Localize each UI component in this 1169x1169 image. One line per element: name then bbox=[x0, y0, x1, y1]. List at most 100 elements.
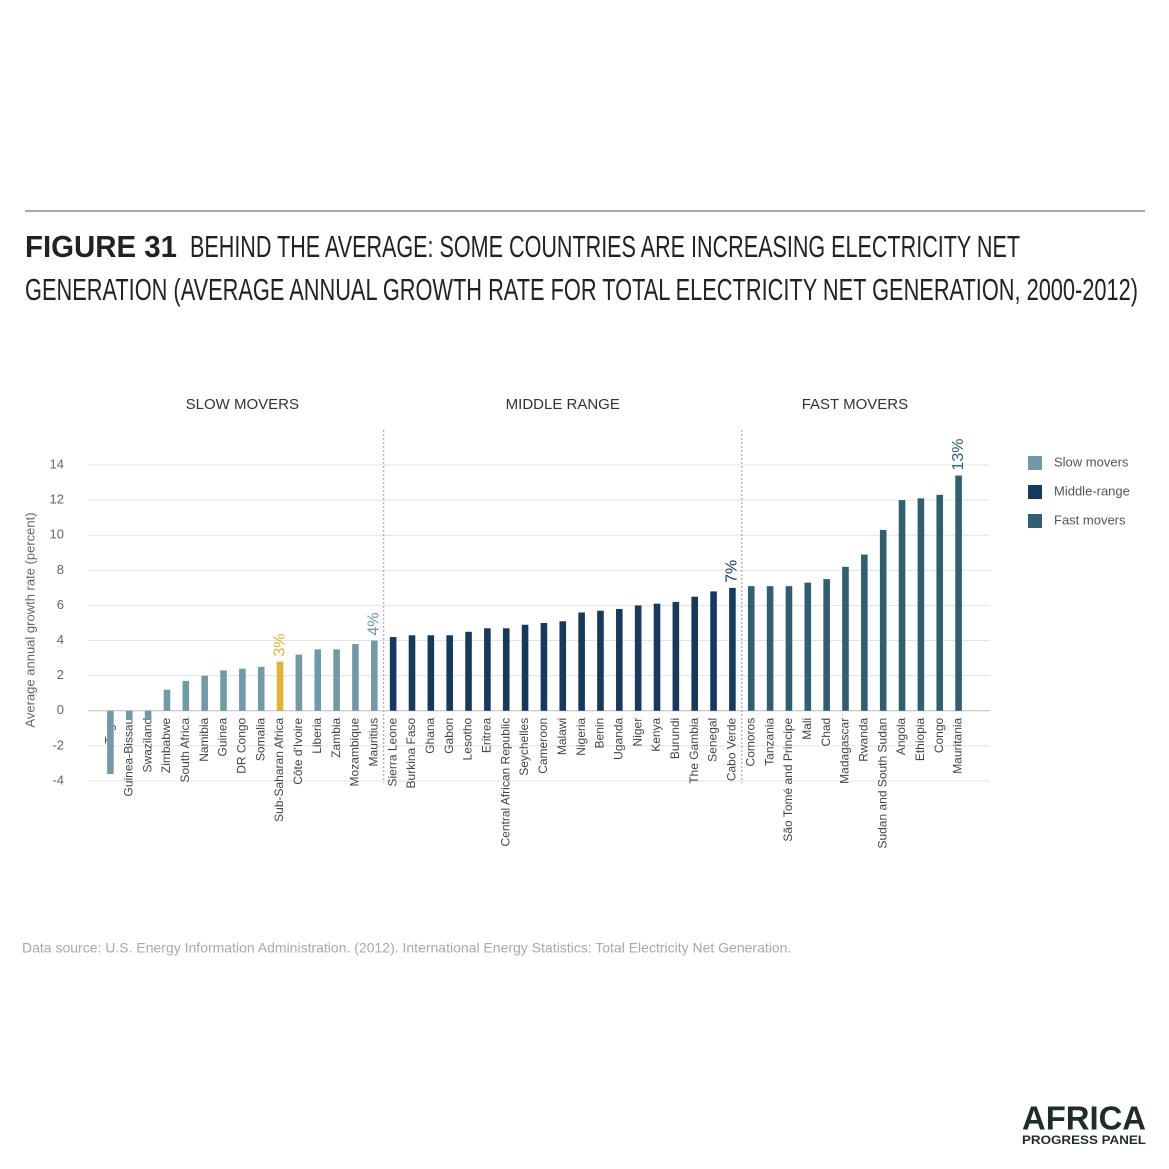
bar bbox=[559, 621, 567, 711]
bar bbox=[521, 624, 529, 711]
bar bbox=[107, 710, 114, 774]
x-tick-label: Burundi bbox=[668, 718, 682, 759]
x-tick-label: Nigeria bbox=[574, 717, 588, 755]
x-tick-label: Seychelles bbox=[517, 718, 531, 776]
bar bbox=[540, 623, 548, 711]
bar bbox=[710, 591, 717, 711]
bar bbox=[408, 635, 416, 711]
x-tick-label: Congo bbox=[932, 717, 946, 753]
x-tick-label: Gabon bbox=[442, 718, 456, 754]
x-tick-label: Mozambique bbox=[348, 717, 362, 786]
logo-subtext: PROGRESS PANEL bbox=[1022, 1133, 1146, 1147]
bar bbox=[653, 603, 661, 711]
bar bbox=[389, 637, 397, 711]
bar bbox=[936, 494, 944, 711]
bar bbox=[578, 612, 585, 711]
bar bbox=[898, 500, 906, 711]
x-tick-label: Lesotho bbox=[461, 717, 475, 760]
bar bbox=[352, 644, 359, 711]
bar bbox=[182, 680, 190, 711]
x-tick-label: Sudan and South Sudan bbox=[875, 718, 889, 849]
value-label: 7% bbox=[724, 560, 741, 583]
y-tick-label: 10 bbox=[50, 527, 64, 542]
bar bbox=[766, 586, 774, 711]
x-tick-label: Senegal bbox=[706, 718, 720, 762]
x-tick-label: Tanzania bbox=[762, 717, 776, 765]
bar bbox=[427, 635, 435, 711]
x-tick-label: Benin bbox=[593, 718, 607, 749]
bar bbox=[861, 554, 868, 711]
y-axis-label: Average annual growth rate (percent) bbox=[22, 512, 37, 727]
value-label: 13% bbox=[950, 439, 967, 471]
bar bbox=[465, 631, 472, 711]
section-title: FAST MOVERS bbox=[802, 396, 908, 413]
bar bbox=[220, 670, 227, 711]
x-tick-label: Kenya bbox=[649, 717, 663, 751]
bar bbox=[823, 579, 830, 711]
source-note: Data source: U.S. Energy Information Adm… bbox=[22, 940, 791, 956]
bar bbox=[842, 566, 849, 711]
y-tick-label: 4 bbox=[57, 632, 64, 647]
bar bbox=[484, 628, 491, 711]
bar bbox=[804, 582, 812, 711]
x-tick-label: Cameroon bbox=[536, 718, 550, 774]
bar bbox=[729, 587, 736, 711]
x-tick-label: Angola bbox=[894, 717, 908, 755]
x-tick-label: Rwanda bbox=[857, 717, 871, 761]
bar bbox=[634, 605, 642, 711]
x-tick-label: Eritrea bbox=[480, 717, 494, 753]
x-tick-label: Ethiopia bbox=[913, 717, 927, 761]
bar bbox=[597, 610, 604, 711]
bar bbox=[295, 654, 303, 711]
x-tick-label: São Tomé and Principe bbox=[781, 717, 795, 841]
title-line: BEHIND THE AVERAGE: SOME COUNTRIES ARE I… bbox=[190, 229, 1020, 264]
y-tick-label: 6 bbox=[57, 597, 64, 612]
x-tick-label: The Gambia bbox=[687, 717, 701, 783]
bar bbox=[879, 529, 887, 711]
logo-text: AFRICA bbox=[1022, 1100, 1146, 1137]
x-tick-label: DR Congo bbox=[235, 717, 249, 773]
value-label: 3% bbox=[271, 633, 288, 656]
x-tick-label: Central African Republic bbox=[498, 718, 512, 847]
bar bbox=[314, 649, 322, 711]
y-tick-label: 12 bbox=[50, 492, 64, 507]
x-tick-label: South Africa bbox=[178, 717, 192, 782]
x-tick-label: Somalia bbox=[253, 717, 267, 761]
bar bbox=[125, 710, 133, 720]
x-tick-label: Sub-Saharan Africa bbox=[272, 717, 286, 821]
section-title: MIDDLE RANGE bbox=[506, 396, 620, 413]
bar bbox=[257, 666, 265, 711]
bar bbox=[276, 661, 284, 711]
bar bbox=[691, 596, 699, 711]
x-tick-label: Côte d'Ivoire bbox=[291, 717, 305, 784]
x-tick-label: Mauritius bbox=[366, 718, 380, 767]
legend-swatch bbox=[1028, 456, 1042, 470]
x-tick-label: Zimbabwe bbox=[159, 717, 173, 773]
bar bbox=[747, 586, 755, 711]
section-title: SLOW MOVERS bbox=[186, 396, 299, 413]
bar bbox=[502, 628, 510, 711]
bar bbox=[144, 710, 152, 720]
value-label: 4% bbox=[366, 612, 383, 635]
x-tick-label: Madagascar bbox=[838, 718, 852, 784]
legend-label: Middle-range bbox=[1054, 483, 1130, 498]
bar bbox=[163, 689, 171, 711]
bar bbox=[446, 635, 453, 711]
y-tick-label: 0 bbox=[57, 702, 64, 717]
bar bbox=[917, 498, 925, 711]
bar bbox=[239, 668, 246, 711]
legend-label: Slow movers bbox=[1054, 454, 1129, 469]
y-tick-label: -4 bbox=[52, 772, 64, 787]
x-tick-label: Guinea-Bissau bbox=[121, 718, 135, 797]
bar bbox=[672, 601, 680, 711]
y-tick-label: 2 bbox=[57, 667, 64, 682]
x-tick-label: Swaziland bbox=[140, 718, 154, 773]
x-tick-label: Burkina Faso bbox=[404, 717, 418, 788]
x-tick-label: Niger bbox=[630, 718, 644, 747]
x-tick-label: Guinea bbox=[216, 717, 230, 756]
x-tick-label: Mauritania bbox=[951, 717, 965, 773]
x-tick-label: Chad bbox=[819, 718, 833, 747]
x-tick-label: Comoros bbox=[743, 718, 757, 767]
legend-swatch bbox=[1028, 485, 1042, 499]
